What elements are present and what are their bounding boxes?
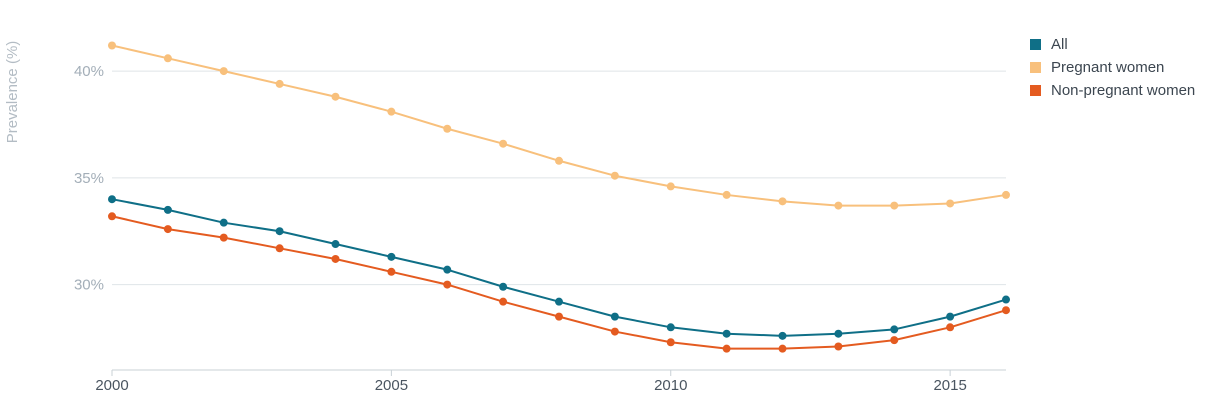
data-point[interactable] <box>499 297 508 306</box>
data-point[interactable] <box>108 195 116 204</box>
data-point[interactable] <box>778 344 787 353</box>
data-point[interactable] <box>1002 306 1010 315</box>
data-point[interactable] <box>443 265 452 274</box>
y-tick-label: 30% <box>74 277 104 294</box>
data-point[interactable] <box>387 252 396 261</box>
data-point[interactable] <box>722 344 731 353</box>
data-point[interactable] <box>610 312 619 321</box>
data-point[interactable] <box>443 280 452 289</box>
data-point[interactable] <box>219 233 228 242</box>
y-tick-label: 35% <box>74 170 104 187</box>
data-point[interactable] <box>275 227 284 236</box>
data-point[interactable] <box>499 282 508 291</box>
data-point[interactable] <box>108 41 116 50</box>
legend: All Pregnant women Non-pregnant women <box>1030 33 1195 102</box>
series-all <box>108 195 1010 340</box>
gridlines <box>112 70 1006 286</box>
x-tick-label: 2000 <box>95 377 128 394</box>
legend-item[interactable]: All <box>1030 33 1195 56</box>
data-point[interactable] <box>555 312 563 321</box>
y-axis-label: Prevalence (%) <box>4 41 21 144</box>
data-point[interactable] <box>834 342 843 351</box>
x-axis-ticks: 2000 2005 2010 2015 <box>95 370 967 394</box>
data-point[interactable] <box>778 331 787 340</box>
legend-swatch <box>1030 62 1041 73</box>
data-point[interactable] <box>219 218 228 227</box>
legend-item[interactable]: Pregnant women <box>1030 56 1195 79</box>
series-line <box>111 215 1007 350</box>
data-point[interactable] <box>275 79 284 88</box>
data-point[interactable] <box>722 329 731 338</box>
series-layer <box>108 41 1010 353</box>
y-tick-label: 40% <box>74 63 104 80</box>
x-tick-label: 2015 <box>933 377 966 394</box>
data-point[interactable] <box>331 92 340 101</box>
data-point[interactable] <box>499 139 508 148</box>
legend-label: All <box>1051 36 1068 53</box>
series-non-pregnant-women <box>108 212 1010 353</box>
data-point[interactable] <box>163 54 172 63</box>
data-point[interactable] <box>443 124 452 133</box>
x-tick-label: 2010 <box>654 377 687 394</box>
data-point[interactable] <box>666 182 675 191</box>
series-pregnant-women <box>108 41 1010 210</box>
data-point[interactable] <box>834 201 843 210</box>
data-point[interactable] <box>610 171 619 180</box>
legend-swatch <box>1030 39 1041 50</box>
data-point[interactable] <box>275 244 284 253</box>
data-point[interactable] <box>666 338 675 347</box>
legend-item[interactable]: Non-pregnant women <box>1030 79 1195 102</box>
data-point[interactable] <box>666 323 675 332</box>
data-point[interactable] <box>108 212 116 221</box>
data-point[interactable] <box>722 190 731 199</box>
data-point[interactable] <box>890 201 899 210</box>
data-point[interactable] <box>555 156 563 165</box>
data-point[interactable] <box>163 205 172 214</box>
data-point[interactable] <box>946 323 955 332</box>
legend-label: Non-pregnant women <box>1051 82 1196 99</box>
data-point[interactable] <box>610 327 619 336</box>
data-point[interactable] <box>778 197 787 206</box>
data-point[interactable] <box>387 267 396 276</box>
series-line <box>111 44 1007 207</box>
data-point[interactable] <box>331 240 340 249</box>
data-point[interactable] <box>555 297 563 306</box>
data-point[interactable] <box>946 312 955 321</box>
data-point[interactable] <box>219 67 228 76</box>
data-point[interactable] <box>1002 295 1010 304</box>
legend-swatch <box>1030 85 1041 96</box>
data-point[interactable] <box>387 107 396 116</box>
y-axis-ticks: 30% 35% 40% <box>74 63 104 293</box>
x-tick-label: 2005 <box>375 377 408 394</box>
data-point[interactable] <box>890 336 899 345</box>
data-point[interactable] <box>890 325 899 334</box>
data-point[interactable] <box>834 329 843 338</box>
data-point[interactable] <box>331 254 340 263</box>
legend-label: Pregnant women <box>1051 59 1165 76</box>
data-point[interactable] <box>163 225 172 234</box>
data-point[interactable] <box>946 199 955 208</box>
data-point[interactable] <box>1002 190 1010 199</box>
